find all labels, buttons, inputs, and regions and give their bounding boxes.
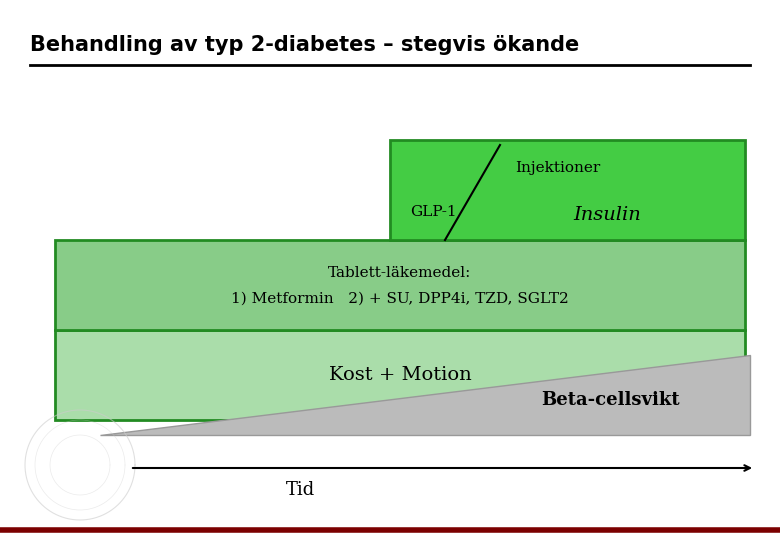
Text: GLP-1: GLP-1 — [410, 205, 456, 219]
Text: Tid: Tid — [285, 481, 314, 499]
Text: Tablett-läkemedel:: Tablett-läkemedel: — [328, 266, 472, 280]
Text: Beta-cellsvikt: Beta-cellsvikt — [541, 391, 679, 409]
Text: 1) Metformin   2) + SU, DPP4i, TZD, SGLT2: 1) Metformin 2) + SU, DPP4i, TZD, SGLT2 — [231, 292, 569, 306]
Polygon shape — [100, 355, 750, 435]
Text: Kost + Motion: Kost + Motion — [328, 366, 471, 384]
Bar — [390, 140, 745, 240]
Bar — [55, 240, 745, 330]
Bar — [55, 330, 745, 420]
Text: Insulin: Insulin — [573, 206, 641, 224]
Text: Injektioner: Injektioner — [515, 161, 600, 175]
Text: Behandling av typ 2-diabetes – stegvis ökande: Behandling av typ 2-diabetes – stegvis ö… — [30, 35, 580, 55]
